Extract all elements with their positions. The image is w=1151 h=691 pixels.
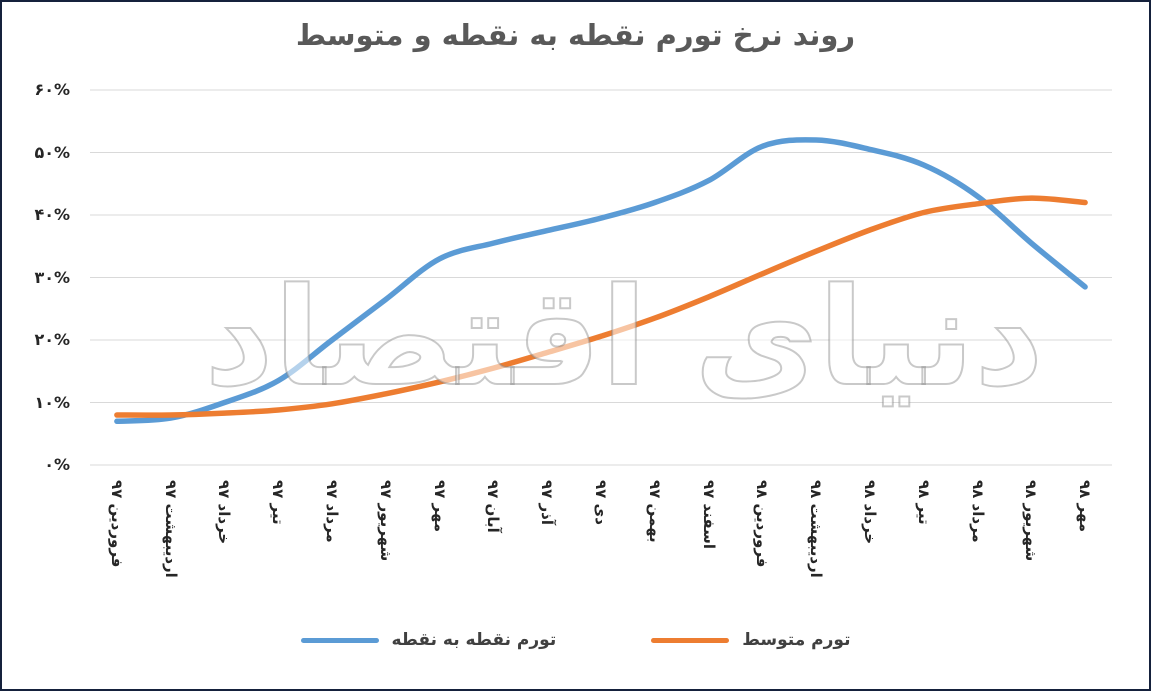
- legend-swatch-line: [300, 637, 379, 643]
- series-line-0: [114, 137, 1088, 425]
- legend-swatch-line: [651, 637, 730, 643]
- series-line-1: [114, 195, 1088, 418]
- legend-label: تورم نقطه به نقطه: [391, 630, 557, 650]
- watermark-text: دنیای اقتصاد: [204, 259, 1043, 416]
- chart-title: روند نرخ تورم نقطه به نقطه و متوسط: [295, 18, 856, 52]
- chart-legend: تورم نقطه به نقطه تورم متوسط: [2, 630, 1149, 650]
- legend-item-1: تورم متوسط: [651, 630, 850, 650]
- legend-item-0: تورم نقطه به نقطه: [300, 630, 557, 650]
- legend-label: تورم متوسط: [742, 630, 851, 650]
